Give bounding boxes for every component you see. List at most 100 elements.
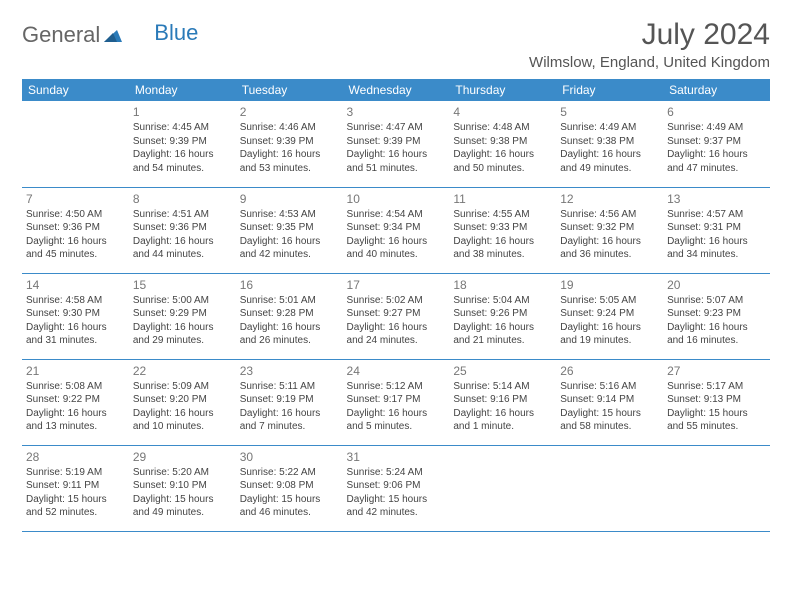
sunset-text: Sunset: 9:34 PM [347,221,446,235]
day-header: Wednesday [343,79,450,101]
day-number: 15 [133,277,232,293]
day-number: 13 [667,191,766,207]
calendar-cell: 14Sunrise: 4:58 AMSunset: 9:30 PMDayligh… [22,273,129,359]
daylight-text: Daylight: 16 hours [133,235,232,249]
header: General Blue July 2024 Wilmslow, England… [22,18,770,71]
daylight-text: and 47 minutes. [667,162,766,176]
daylight-text: Daylight: 15 hours [347,493,446,507]
daylight-text: and 16 minutes. [667,334,766,348]
day-number: 22 [133,363,232,379]
sunrise-text: Sunrise: 5:20 AM [133,466,232,480]
day-number: 7 [26,191,125,207]
daylight-text: and 54 minutes. [133,162,232,176]
sunset-text: Sunset: 9:27 PM [347,307,446,321]
sunset-text: Sunset: 9:30 PM [26,307,125,321]
sunset-text: Sunset: 9:39 PM [347,135,446,149]
daylight-text: and 42 minutes. [347,506,446,520]
day-number: 16 [240,277,339,293]
daylight-text: Daylight: 16 hours [347,321,446,335]
sunset-text: Sunset: 9:32 PM [560,221,659,235]
day-number: 23 [240,363,339,379]
sunrise-text: Sunrise: 5:00 AM [133,294,232,308]
calendar-cell: 22Sunrise: 5:09 AMSunset: 9:20 PMDayligh… [129,359,236,445]
calendar-cell: 28Sunrise: 5:19 AMSunset: 9:11 PMDayligh… [22,445,129,531]
page-title: July 2024 [529,18,770,52]
calendar-week-row: 14Sunrise: 4:58 AMSunset: 9:30 PMDayligh… [22,273,770,359]
day-number: 10 [347,191,446,207]
daylight-text: Daylight: 16 hours [453,321,552,335]
daylight-text: Daylight: 16 hours [240,321,339,335]
sunrise-text: Sunrise: 5:05 AM [560,294,659,308]
daylight-text: Daylight: 15 hours [133,493,232,507]
day-number: 11 [453,191,552,207]
sunrise-text: Sunrise: 5:09 AM [133,380,232,394]
daylight-text: and 29 minutes. [133,334,232,348]
sunrise-text: Sunrise: 5:22 AM [240,466,339,480]
logo-word1: General [22,22,100,48]
day-number: 2 [240,104,339,120]
sunset-text: Sunset: 9:38 PM [453,135,552,149]
day-number: 25 [453,363,552,379]
sunrise-text: Sunrise: 4:57 AM [667,208,766,222]
daylight-text: Daylight: 16 hours [667,321,766,335]
sunrise-text: Sunrise: 5:07 AM [667,294,766,308]
sunrise-text: Sunrise: 5:16 AM [560,380,659,394]
sunset-text: Sunset: 9:33 PM [453,221,552,235]
title-block: July 2024 Wilmslow, England, United King… [529,18,770,71]
day-number: 21 [26,363,125,379]
day-header: Thursday [449,79,556,101]
day-number: 8 [133,191,232,207]
sunset-text: Sunset: 9:10 PM [133,479,232,493]
day-number: 31 [347,449,446,465]
day-number: 3 [347,104,446,120]
daylight-text: and 49 minutes. [560,162,659,176]
sunrise-text: Sunrise: 5:14 AM [453,380,552,394]
daylight-text: Daylight: 15 hours [667,407,766,421]
daylight-text: and 36 minutes. [560,248,659,262]
calendar-cell [556,445,663,531]
day-number: 5 [560,104,659,120]
daylight-text: and 24 minutes. [347,334,446,348]
daylight-text: Daylight: 16 hours [240,407,339,421]
daylight-text: and 53 minutes. [240,162,339,176]
daylight-text: Daylight: 16 hours [240,235,339,249]
sunset-text: Sunset: 9:37 PM [667,135,766,149]
daylight-text: and 51 minutes. [347,162,446,176]
calendar-cell: 20Sunrise: 5:07 AMSunset: 9:23 PMDayligh… [663,273,770,359]
daylight-text: and 38 minutes. [453,248,552,262]
day-number: 29 [133,449,232,465]
daylight-text: and 26 minutes. [240,334,339,348]
day-number: 4 [453,104,552,120]
sunrise-text: Sunrise: 4:54 AM [347,208,446,222]
sunset-text: Sunset: 9:19 PM [240,393,339,407]
daylight-text: and 50 minutes. [453,162,552,176]
sunrise-text: Sunrise: 5:12 AM [347,380,446,394]
daylight-text: Daylight: 16 hours [133,148,232,162]
sunset-text: Sunset: 9:28 PM [240,307,339,321]
logo: General Blue [22,18,198,48]
calendar-cell: 6Sunrise: 4:49 AMSunset: 9:37 PMDaylight… [663,101,770,187]
calendar-week-row: 1Sunrise: 4:45 AMSunset: 9:39 PMDaylight… [22,101,770,187]
calendar-cell: 1Sunrise: 4:45 AMSunset: 9:39 PMDaylight… [129,101,236,187]
calendar-cell: 31Sunrise: 5:24 AMSunset: 9:06 PMDayligh… [343,445,450,531]
daylight-text: and 1 minute. [453,420,552,434]
day-number: 6 [667,104,766,120]
sunrise-text: Sunrise: 5:04 AM [453,294,552,308]
day-number: 26 [560,363,659,379]
sunrise-text: Sunrise: 4:48 AM [453,121,552,135]
daylight-text: Daylight: 16 hours [453,235,552,249]
calendar-cell: 12Sunrise: 4:56 AMSunset: 9:32 PMDayligh… [556,187,663,273]
sunset-text: Sunset: 9:39 PM [240,135,339,149]
daylight-text: Daylight: 16 hours [667,235,766,249]
sunrise-text: Sunrise: 5:24 AM [347,466,446,480]
calendar-cell: 5Sunrise: 4:49 AMSunset: 9:38 PMDaylight… [556,101,663,187]
calendar-table: Sunday Monday Tuesday Wednesday Thursday… [22,79,770,532]
day-header: Sunday [22,79,129,101]
calendar-cell [22,101,129,187]
daylight-text: and 31 minutes. [26,334,125,348]
calendar-cell: 24Sunrise: 5:12 AMSunset: 9:17 PMDayligh… [343,359,450,445]
day-number: 27 [667,363,766,379]
day-number: 1 [133,104,232,120]
logo-triangle-icon [104,22,122,48]
daylight-text: Daylight: 16 hours [133,407,232,421]
